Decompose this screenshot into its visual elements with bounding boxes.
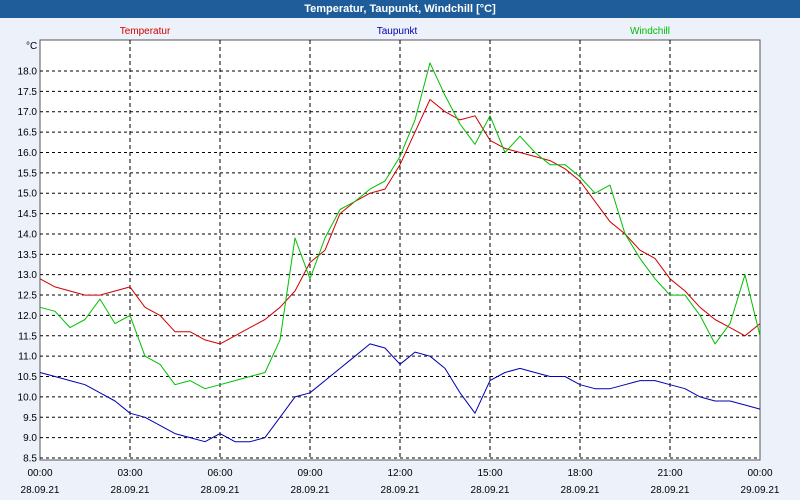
y-tick-label: 15.5 [18, 168, 38, 179]
x-tick-date: 28.09.21 [111, 485, 150, 496]
y-tick-label: 15.0 [18, 189, 38, 200]
x-tick-date: 28.09.21 [471, 485, 510, 496]
y-tick-label: 10.5 [18, 372, 38, 383]
x-tick-date: 28.09.21 [561, 485, 600, 496]
x-tick-time: 03:00 [117, 468, 142, 479]
y-tick-label: 14.0 [18, 229, 38, 240]
y-tick-label: 16.5 [18, 128, 38, 139]
x-tick-time: 15:00 [477, 468, 502, 479]
legend: Temperatur Taupunkt Windchill [120, 26, 670, 37]
x-tick-time: 12:00 [387, 468, 412, 479]
y-tick-label: 17.0 [18, 107, 38, 118]
x-tick-time: 09:00 [297, 468, 322, 479]
x-tick-date: 29.09.21 [741, 485, 780, 496]
series-group [39, 62, 761, 443]
y-tick-label: 17.5 [18, 87, 38, 98]
series-line-taupunkt [39, 343, 761, 443]
y-tick-label: 10.0 [18, 392, 38, 403]
legend-windchill: Windchill [630, 26, 670, 37]
y-axis-unit: °C [26, 41, 37, 52]
x-tick-date: 28.09.21 [381, 485, 420, 496]
y-tick-label: 9.5 [23, 413, 37, 424]
x-tick-time: 18:00 [567, 468, 592, 479]
x-tick-date: 28.09.21 [291, 485, 330, 496]
y-tick-label: 13.5 [18, 250, 38, 261]
y-tick-label: 13.0 [18, 270, 38, 281]
legend-temperatur: Temperatur [120, 26, 171, 37]
grid [40, 40, 760, 460]
y-tick-label: 11.5 [18, 331, 37, 342]
chart-title: Temperatur, Taupunkt, Windchill [°C] [0, 0, 800, 18]
x-tick-date: 28.09.21 [21, 485, 60, 496]
x-tick-date: 28.09.21 [651, 485, 690, 496]
y-axis: °C 18.0 17.5 17.0 16.5 16.0 15.5 15.0 14.5 14.0 1… [18, 41, 38, 465]
series-line-temperatur [39, 99, 761, 345]
y-tick-label: 18.0 [18, 67, 38, 78]
y-tick-label: 12.0 [18, 311, 38, 322]
y-tick-label: 9.0 [23, 433, 37, 444]
x-tick-time: 06:00 [207, 468, 232, 479]
y-tick-label: 14.5 [18, 209, 38, 220]
x-axis: 00:00 28.09.21 03:00 28.09.21 06:00 28.09.21 0… [21, 468, 780, 496]
x-tick-time: 21:00 [657, 468, 682, 479]
x-tick-date: 28.09.21 [201, 485, 240, 496]
x-tick-time: 00:00 [27, 468, 52, 479]
legend-taupunkt: Taupunkt [377, 26, 418, 37]
y-tick-label: 8.5 [23, 454, 37, 465]
series-line-windchill [39, 62, 761, 390]
x-tick-time: 00:00 [747, 468, 772, 479]
y-tick-label: 12.5 [18, 291, 38, 302]
y-tick-label: 11.0 [18, 352, 37, 363]
y-tick-label: 16.0 [18, 148, 38, 159]
